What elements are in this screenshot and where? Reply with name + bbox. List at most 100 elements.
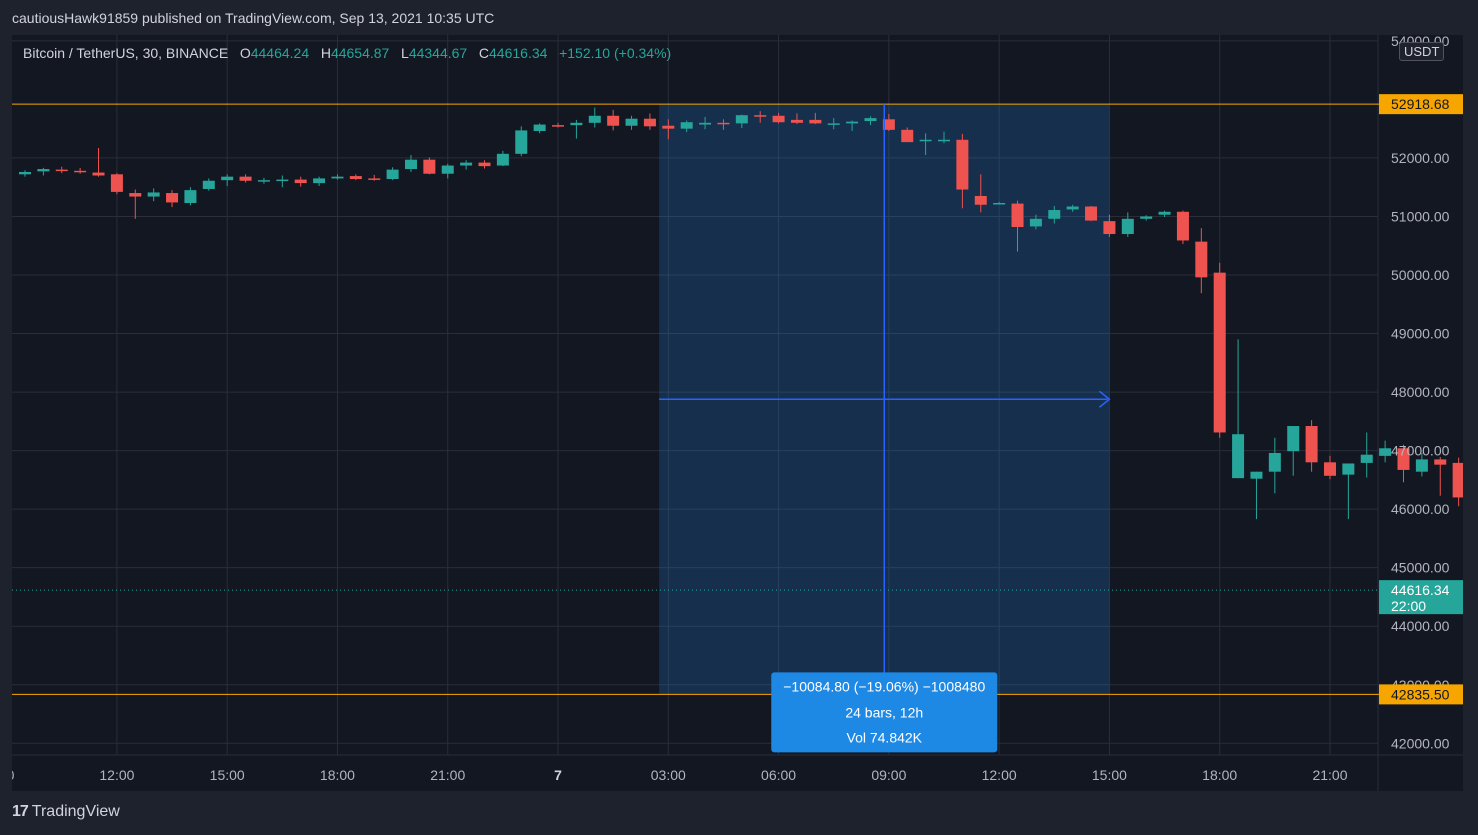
candle-body[interactable] (294, 179, 307, 184)
candle-body[interactable] (184, 190, 197, 203)
candle-body[interactable] (1195, 241, 1208, 278)
time-tick-label: 00 (12, 767, 15, 783)
candle-body[interactable] (790, 119, 803, 123)
candle-body[interactable] (478, 162, 491, 167)
candle-body[interactable] (221, 176, 234, 181)
candle-body[interactable] (386, 169, 399, 179)
candle-body[interactable] (974, 195, 987, 205)
candle-body[interactable] (1379, 448, 1392, 456)
candle-body[interactable] (680, 122, 693, 129)
candle-body[interactable] (1158, 211, 1171, 215)
candle-body[interactable] (754, 115, 767, 117)
candle-body[interactable] (202, 180, 215, 189)
time-tick-label: 18:00 (320, 767, 355, 783)
candle-body[interactable] (552, 125, 565, 127)
candle-body[interactable] (901, 129, 914, 143)
price-tick-label: 51000.00 (1391, 208, 1450, 224)
candle-body[interactable] (588, 115, 601, 123)
time-tick-label: 21:00 (1312, 767, 1347, 783)
candle-body[interactable] (1434, 459, 1447, 465)
candle-body[interactable] (643, 118, 656, 127)
candle-body[interactable] (1085, 206, 1098, 221)
candle-body[interactable] (607, 115, 620, 126)
candle-body[interactable] (276, 179, 289, 182)
candle-body[interactable] (1360, 454, 1373, 463)
candle-body[interactable] (809, 119, 822, 124)
candle-body[interactable] (515, 130, 528, 154)
candle-body[interactable] (1305, 426, 1318, 463)
symbol-name[interactable]: Bitcoin / TetherUS, 30, BINANCE (23, 45, 229, 61)
candle-body[interactable] (404, 159, 417, 170)
candle-body[interactable] (1176, 211, 1189, 241)
candle-body[interactable] (1029, 218, 1042, 227)
candle-body[interactable] (1048, 210, 1061, 219)
price-tick-label: 50000.00 (1391, 267, 1450, 283)
candle-body[interactable] (882, 119, 895, 130)
candle-body[interactable] (55, 169, 68, 172)
current-price-tag (1379, 580, 1463, 615)
candle-body[interactable] (772, 115, 785, 123)
candle-body[interactable] (717, 122, 730, 125)
candle-body[interactable] (441, 165, 454, 174)
candlestick-chart[interactable]: −10084.80 (−19.06%) −1008480 24 bars, 12h… (12, 35, 1463, 791)
candle-body[interactable] (19, 171, 31, 175)
price-tick-label: 46000.00 (1391, 501, 1450, 517)
candle-body[interactable] (166, 193, 179, 203)
candle-body[interactable] (533, 124, 546, 131)
candle-body[interactable] (1121, 218, 1134, 235)
candle-body[interactable] (460, 162, 473, 166)
candle-body[interactable] (331, 176, 344, 179)
candle-body[interactable] (257, 180, 270, 182)
candle-body[interactable] (1268, 452, 1281, 472)
low-value: 44344.67 (408, 45, 468, 61)
candle-body[interactable] (110, 174, 123, 192)
candle-body[interactable] (1011, 203, 1024, 227)
candle-body[interactable] (864, 118, 877, 122)
candle-body[interactable] (1066, 206, 1079, 210)
candle-body[interactable] (1250, 471, 1263, 479)
time-tick-label: 03:00 (651, 767, 686, 783)
candle-body[interactable] (1287, 426, 1300, 452)
candle-body[interactable] (147, 192, 160, 197)
time-tick-label: 21:00 (430, 767, 465, 783)
range-high-price-tag (1379, 94, 1463, 115)
chart-frame[interactable]: −10084.80 (−19.06%) −1008480 24 bars, 12h… (12, 35, 1463, 791)
candle-body[interactable] (662, 125, 675, 129)
candle-body[interactable] (993, 203, 1006, 205)
price-tick-label: 47000.00 (1391, 443, 1450, 459)
price-tick-label: 49000.00 (1391, 326, 1450, 342)
candle-body[interactable] (239, 176, 252, 181)
footer-brand[interactable]: 17 TradingView (12, 803, 120, 821)
candle-body[interactable] (496, 153, 509, 166)
candle-body[interactable] (37, 169, 50, 172)
candle-body[interactable] (1397, 448, 1410, 470)
candle-body[interactable] (956, 139, 969, 190)
candle-body[interactable] (1103, 221, 1116, 235)
change-value: +152.10 (+0.34%) (559, 45, 672, 61)
candle-body[interactable] (938, 139, 950, 142)
candle-body[interactable] (699, 122, 712, 125)
candle-body[interactable] (368, 178, 381, 180)
candle-body[interactable] (1213, 272, 1226, 433)
candle-body[interactable] (1323, 462, 1336, 476)
price-tick-label: 45000.00 (1391, 560, 1450, 576)
candle-body[interactable] (919, 139, 932, 142)
candle-body[interactable] (129, 193, 142, 197)
candle-body[interactable] (827, 123, 840, 125)
candle-body[interactable] (735, 115, 748, 124)
candle-body[interactable] (1232, 434, 1245, 479)
candle-body[interactable] (1342, 463, 1355, 475)
candle-body[interactable] (1452, 462, 1463, 498)
candle-body[interactable] (570, 122, 583, 126)
candle-body[interactable] (1140, 216, 1153, 219)
range-high-price-text-1: 52918.68 (1391, 96, 1450, 112)
candle-body[interactable] (423, 159, 436, 174)
candle-body[interactable] (349, 176, 362, 179)
candle-body[interactable] (846, 121, 859, 124)
candle-body[interactable] (625, 118, 638, 126)
candle-body[interactable] (74, 170, 87, 173)
candle-body[interactable] (1415, 459, 1428, 472)
candle-body[interactable] (313, 178, 326, 184)
currency-badge[interactable]: USDT (1399, 42, 1445, 61)
candle-body[interactable] (92, 172, 105, 176)
